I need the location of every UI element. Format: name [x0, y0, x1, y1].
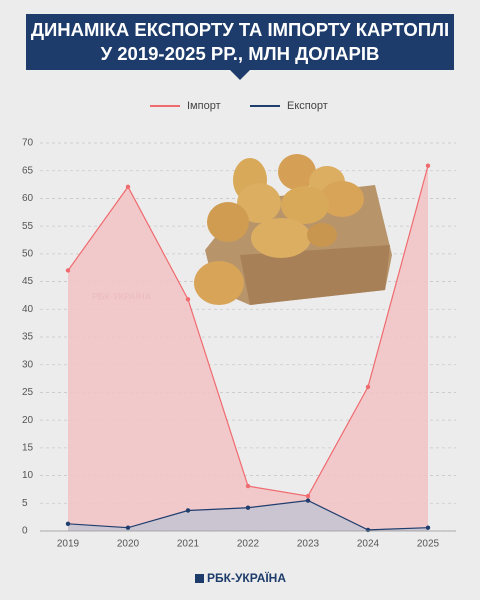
legend-label: Експорт	[287, 100, 328, 112]
x-tick-label: 2024	[357, 539, 380, 550]
y-tick-label: 20	[22, 415, 34, 426]
y-tick-label: 70	[22, 138, 34, 149]
y-tick-label: 45	[22, 276, 34, 287]
y-tick-label: 10	[22, 470, 34, 481]
x-tick-label: 2025	[417, 539, 440, 550]
y-tick-label: 50	[22, 248, 34, 259]
point	[125, 525, 131, 530]
point	[425, 163, 431, 168]
x-tick-label: 2021	[177, 539, 200, 550]
x-tick-label: 2022	[237, 539, 260, 550]
point	[245, 483, 251, 489]
y-tick-label: 30	[22, 359, 34, 370]
y-tick-label: 40	[22, 304, 34, 315]
point	[365, 527, 371, 533]
point	[305, 498, 311, 503]
x-tick-label: 2019	[57, 539, 80, 550]
y-tick-label: 35	[22, 332, 34, 343]
y-tick-label: 0	[22, 526, 28, 537]
x-tick-label: 2023	[297, 539, 320, 550]
point	[185, 297, 191, 302]
point	[65, 268, 71, 273]
title-banner	[26, 14, 454, 70]
point	[185, 508, 191, 513]
point	[365, 384, 371, 390]
point	[65, 521, 71, 526]
y-tick-label: 60	[22, 193, 34, 204]
footer-logo-icon	[195, 574, 204, 583]
point	[245, 505, 251, 510]
footer: РБК-УКРАЇНА	[207, 570, 286, 585]
point	[305, 493, 311, 499]
area	[68, 165, 428, 531]
point	[125, 184, 131, 189]
chart-title: ДИНАМІКА ЕКСПОРТУ ТА ІМПОРТУ КАРТОПЛІ У …	[30, 19, 450, 64]
y-tick-label: 65	[22, 165, 34, 176]
x-tick-label: 2020	[117, 539, 140, 550]
banner-pointer	[230, 70, 250, 80]
y-tick-label: 15	[22, 442, 34, 453]
point	[425, 525, 431, 530]
area	[68, 500, 428, 531]
potato-illustration	[194, 154, 392, 305]
y-tick-label: 25	[22, 387, 34, 398]
y-tick-label: 55	[22, 221, 34, 232]
y-tick-label: 5	[22, 498, 28, 509]
legend-label: Імпорт	[187, 100, 221, 112]
